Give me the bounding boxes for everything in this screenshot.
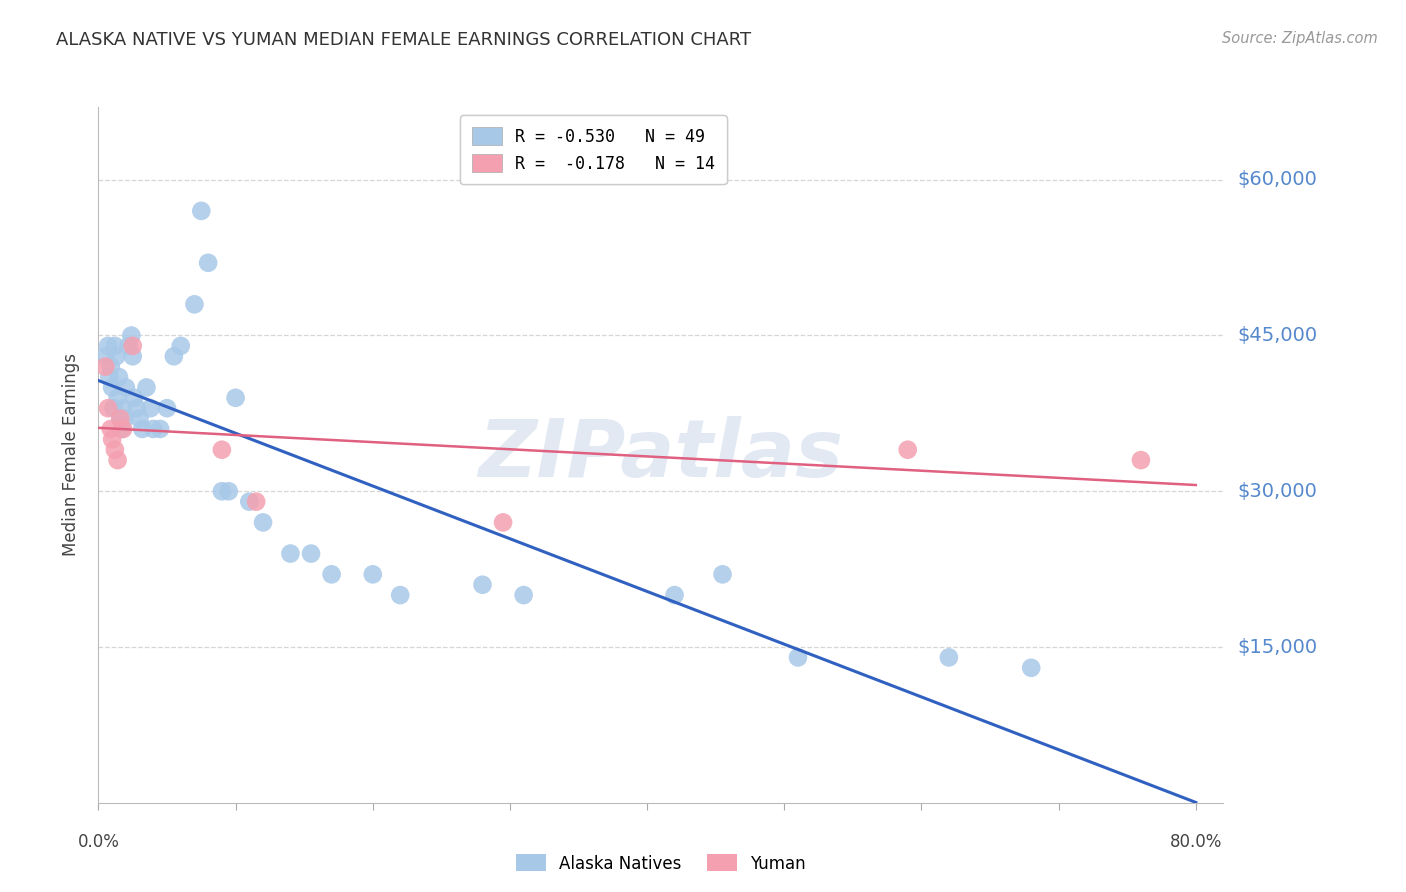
Point [110, 411, 132, 425]
Text: 0.0%: 0.0% [77, 833, 120, 851]
Point [225, 391, 247, 405]
Point [117, 339, 139, 353]
Point [245, 494, 267, 508]
Point [128, 411, 150, 425]
Point [1019, 661, 1042, 675]
Point [664, 588, 686, 602]
Point [107, 391, 129, 405]
Point [100, 422, 122, 436]
Point [389, 588, 412, 602]
Point [97, 339, 120, 353]
Point [492, 516, 515, 530]
Point [211, 484, 233, 499]
Point [97, 401, 120, 416]
Point [897, 442, 920, 457]
Point [121, 349, 143, 363]
Point [120, 328, 142, 343]
Point [321, 567, 343, 582]
Point [149, 422, 172, 436]
Legend: R = -0.530   N = 49, R =  -0.178   N = 14: R = -0.530 N = 49, R = -0.178 N = 14 [460, 115, 727, 185]
Text: ZIPatlas: ZIPatlas [478, 416, 844, 494]
Point [94, 349, 117, 363]
Point [100, 359, 122, 374]
Point [121, 339, 143, 353]
Point [163, 349, 186, 363]
Point [252, 516, 274, 530]
Point [218, 484, 240, 499]
Text: $30,000: $30,000 [1237, 482, 1317, 500]
Y-axis label: Median Female Earnings: Median Female Earnings [62, 353, 80, 557]
Point [211, 442, 233, 457]
Point [361, 567, 384, 582]
Point [471, 578, 494, 592]
Point [190, 203, 212, 218]
Point [131, 422, 153, 436]
Point [139, 401, 162, 416]
Point [125, 401, 148, 416]
Point [101, 380, 124, 394]
Point [108, 370, 131, 384]
Point [114, 411, 136, 425]
Text: ALASKA NATIVE VS YUMAN MEDIAN FEMALE EARNINGS CORRELATION CHART: ALASKA NATIVE VS YUMAN MEDIAN FEMALE EAR… [56, 31, 751, 49]
Point [103, 401, 125, 416]
Point [711, 567, 734, 582]
Point [156, 401, 179, 416]
Point [112, 401, 135, 416]
Point [197, 256, 219, 270]
Point [94, 359, 117, 374]
Point [105, 349, 128, 363]
Point [101, 433, 124, 447]
Point [280, 547, 302, 561]
Point [110, 411, 132, 425]
Legend: Alaska Natives, Yuman: Alaska Natives, Yuman [509, 847, 813, 880]
Point [98, 370, 121, 384]
Point [512, 588, 534, 602]
Point [104, 339, 127, 353]
Point [183, 297, 205, 311]
Text: $45,000: $45,000 [1237, 326, 1317, 345]
Point [938, 650, 960, 665]
Point [135, 380, 157, 394]
Point [238, 494, 260, 508]
Point [299, 547, 322, 561]
Point [107, 453, 129, 467]
Text: $15,000: $15,000 [1237, 638, 1317, 657]
Point [1129, 453, 1152, 467]
Point [111, 422, 134, 436]
Point [170, 339, 193, 353]
Point [142, 422, 165, 436]
Point [112, 422, 135, 436]
Text: 80.0%: 80.0% [1170, 833, 1222, 851]
Point [104, 442, 127, 457]
Point [115, 380, 138, 394]
Point [122, 391, 145, 405]
Point [787, 650, 810, 665]
Text: $60,000: $60,000 [1237, 170, 1317, 189]
Text: Source: ZipAtlas.com: Source: ZipAtlas.com [1222, 31, 1378, 46]
